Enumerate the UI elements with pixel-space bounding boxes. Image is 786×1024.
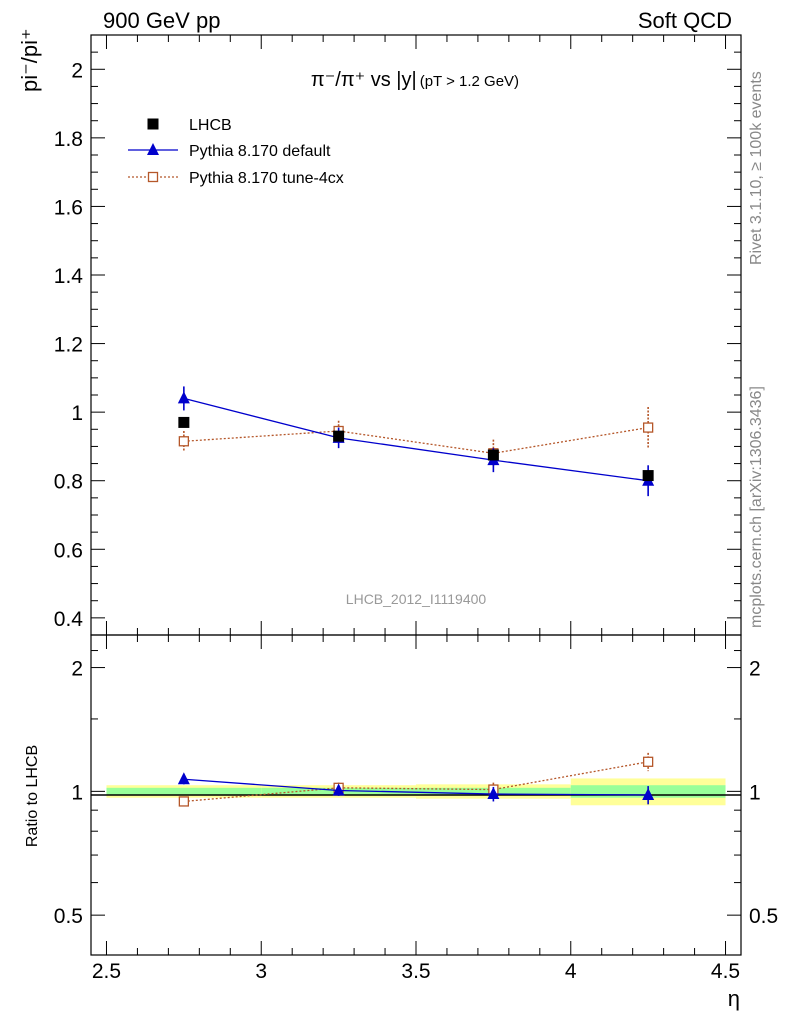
energy-label: 900 GeV pp <box>103 8 220 33</box>
main-ytick-label: 1.2 <box>54 334 83 357</box>
main-ytick-label: 1.4 <box>54 265 84 288</box>
tune-marker-open-square <box>178 436 190 447</box>
band-inner-bin <box>106 787 262 795</box>
default-marker-triangle <box>177 391 190 404</box>
ratio-axis-ticks: 0.5 0.5 1 1 2 2 <box>54 650 778 928</box>
ratio-y-axis-label: Ratio to LHCB <box>24 745 41 847</box>
xtick-label: 2.5 <box>92 960 121 983</box>
ratio-line-default <box>183 778 649 796</box>
legend-label: Pythia 8.170 default <box>189 143 331 160</box>
title-main-part: π⁻/π⁺ vs |y| <box>311 69 417 91</box>
data-marker-square <box>333 430 345 442</box>
ratio-ytick-label: 1 <box>71 781 83 804</box>
xtick-label: 3 <box>255 960 267 983</box>
legend: LHCB Pythia 8.170 default Pythia 8.170 tun… <box>128 117 344 187</box>
main-ytick-label: 2 <box>71 59 83 82</box>
ratio-frame <box>90 634 742 956</box>
data-marker-square <box>178 416 190 428</box>
main-ytick-label: 0.6 <box>54 539 83 562</box>
default-marker-triangle <box>332 783 345 796</box>
default-marker-triangle <box>147 143 159 155</box>
title-sub-part: (pT > 1.2 GeV) <box>420 73 519 90</box>
data-marker-square <box>147 118 159 130</box>
main-ytick-label: 0.8 <box>54 471 83 494</box>
xtick-label: 4.5 <box>711 960 740 983</box>
ratio-ytick-label-right: 2 <box>749 658 761 681</box>
main-y-axis-label: pi⁻/pi⁺ <box>17 28 42 92</box>
ratio-panel: 0.5 0.5 1 1 2 2 Ratio to LHCB η 2.5 3 3.5 4 4.5 <box>24 634 778 1011</box>
rivet-label: Rivet 3.1.10, ≥ 100k events <box>748 71 765 265</box>
x-axis-ticks: 2.5 3 3.5 4 4.5 <box>92 635 740 983</box>
legend-label: Pythia 8.170 tune-4cx <box>189 170 344 187</box>
legend-label: LHCB <box>189 117 232 134</box>
process-label: Soft QCD <box>638 8 732 33</box>
main-series-group <box>177 386 655 497</box>
ratio-line-tune <box>183 761 649 803</box>
main-ytick-label: 0.4 <box>54 608 84 631</box>
tune-marker-open-square <box>178 796 190 807</box>
ratio-series-group <box>177 752 655 807</box>
ratio-ytick-label: 2 <box>71 658 83 681</box>
xtick-label: 4 <box>565 960 577 983</box>
tune-marker-open-square <box>147 171 159 183</box>
ratio-ytick-label-right: 0.5 <box>749 905 778 928</box>
tune-marker-open-square <box>642 422 654 433</box>
main-axis-ticks: 0.4 0.6 0.8 1 1.2 1.4 1.6 1.8 2 <box>54 34 741 635</box>
default-marker-triangle <box>487 787 500 800</box>
default-marker-triangle <box>177 772 190 785</box>
main-panel: π⁻/π⁺ vs |y| (pT > 1.2 GeV) pi⁻/pi⁺ 0.40.… <box>17 28 742 636</box>
main-ytick-label: 1.6 <box>54 196 83 219</box>
chart-title: π⁻/π⁺ vs |y| (pT > 1.2 GeV) <box>311 69 519 91</box>
ratio-ytick-label: 0.5 <box>54 905 83 928</box>
main-line-default <box>183 397 649 482</box>
data-marker-square <box>487 449 499 461</box>
tune-marker-open-square <box>642 756 654 767</box>
data-marker-square <box>642 470 654 482</box>
main-ytick-label: 1.8 <box>54 128 83 151</box>
x-axis-label: η <box>728 986 740 1011</box>
analysis-watermark: LHCB_2012_I1119400 <box>346 591 487 607</box>
mcplots-label: mcplots.cern.ch [arXiv:1306.3436] <box>748 386 765 628</box>
main-ytick-label: 1 <box>71 402 83 425</box>
main-line-tune <box>183 426 649 454</box>
ratio-ytick-label-right: 1 <box>749 781 761 804</box>
xtick-label: 3.5 <box>401 960 430 983</box>
default-marker-triangle <box>642 787 655 800</box>
